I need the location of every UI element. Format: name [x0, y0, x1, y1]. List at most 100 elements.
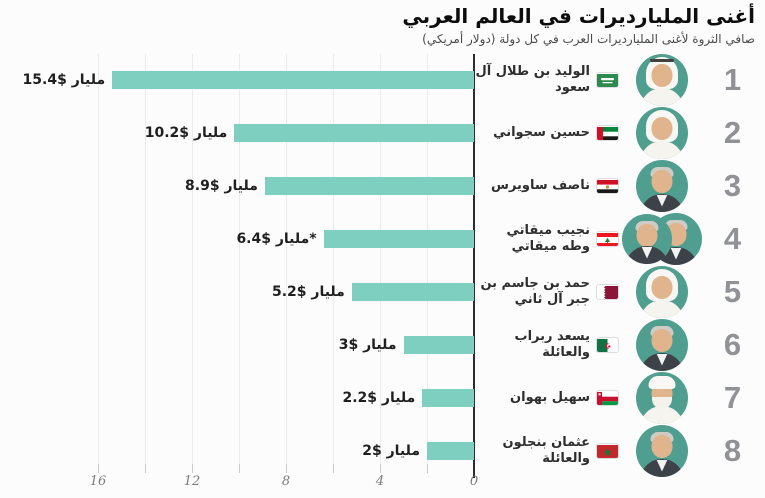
axis-tick: [427, 464, 428, 473]
billionaire-name: حمد بن جاسم بن جبر آل ثاني: [480, 275, 590, 307]
x-tick-label: 12: [183, 474, 201, 489]
gridline: [333, 54, 334, 466]
billionaire-row-1: مليار $15.4 الوليد بن طلال آل سعود 1: [0, 53, 765, 106]
plot-area: 16 12 8 4 0: [0, 50, 765, 498]
bar-cell: مليار $2: [0, 424, 474, 477]
gridline: [192, 54, 193, 466]
bar: [422, 388, 474, 407]
gridline: [145, 54, 146, 466]
bar-value-label: مليار $2: [362, 442, 420, 459]
page-title: أغنى المليارديرات في العالم العربي: [402, 4, 755, 28]
bar-cell: مليار $6.4*: [0, 212, 474, 265]
axis-tick: [286, 464, 287, 473]
bar-cell: مليار $15.4: [0, 53, 474, 106]
bar-value-label: مليار $8.9: [185, 177, 258, 194]
avatar-cell: [624, 371, 700, 424]
avatar-cell: [624, 159, 700, 212]
billionaire-row-8: مليار $2 عثمان بنجلون والعائلة 8: [0, 424, 765, 477]
billionaire-name: ناصف ساويرس: [491, 177, 590, 193]
axis-tick: [333, 464, 334, 473]
bar: [427, 441, 474, 460]
billionaire-row-4: مليار $6.4* نجيب ميقاتي وطه ميقاتي 4: [0, 212, 765, 265]
billionaire-avatar: [636, 106, 688, 159]
x-tick-label: 16: [89, 474, 107, 489]
billionaire-name: سهيل بهوان: [510, 389, 590, 405]
bar-value-label: مليار $2.2: [342, 389, 416, 406]
flag-cell: [594, 338, 624, 352]
axis-tick: [380, 464, 381, 473]
rank-label: 3: [723, 167, 742, 203]
avatar-cell: [624, 53, 700, 106]
rank-label: 6: [723, 326, 742, 362]
gridline: [380, 54, 381, 466]
rank-label: 1: [723, 61, 742, 97]
flag-cell: [594, 179, 624, 193]
billionaire-avatar: [636, 159, 688, 212]
avatar-cell: [624, 265, 700, 318]
bar-value-label: مليار $6.4*: [236, 230, 317, 247]
avatar-cell: [622, 212, 702, 265]
x-tick-label: 4: [375, 474, 385, 489]
rank-label: 8: [723, 432, 742, 468]
billionaire-row-6: مليار $3 يسعد ربراب والعائلة 6: [0, 318, 765, 371]
bar: [234, 123, 474, 142]
bar: [323, 229, 474, 248]
bar-value-label: مليار $10.2: [144, 124, 228, 141]
bar-value-label: مليار $15.4: [22, 71, 106, 88]
chart-header: أغنى المليارديرات في العالم العربي صافي …: [402, 4, 755, 46]
billionaire-row-7: مليار $2.2 سهيل بهوان 7: [0, 371, 765, 424]
bar-cell: مليار $5.2: [0, 265, 474, 318]
flag-saudi-arabia-icon: [597, 73, 618, 87]
flag-uae-icon: [597, 126, 618, 140]
bar-cell: مليار $10.2: [0, 106, 474, 159]
billionaire-row-2: مليار $10.2 حسين سجواني 2: [0, 106, 765, 159]
bar: [351, 282, 474, 301]
billionaire-avatar: [636, 265, 688, 318]
billionaire-avatar: [636, 371, 688, 424]
flag-cell: [594, 232, 624, 246]
axis-tick: [239, 464, 240, 473]
rank-label: 4: [723, 220, 742, 256]
flag-cell: [594, 285, 624, 299]
billionaire-row-3: مليار $8.9 ناصف ساويرس 3: [0, 159, 765, 212]
flag-morocco-icon: [597, 444, 618, 458]
flag-egypt-icon: [597, 179, 618, 193]
billionaire-name: الوليد بن طلال آل سعود: [475, 63, 590, 95]
billionaire-avatar-secondary: [622, 213, 672, 264]
flag-qatar-icon: [597, 285, 618, 299]
billionaire-name: نجيب ميقاتي وطه ميقاتي: [506, 222, 590, 254]
x-tick-label: 0: [469, 474, 479, 489]
rank-label: 5: [723, 273, 742, 309]
x-tick-label: 8: [281, 474, 291, 489]
bar: [264, 176, 474, 195]
avatar-cell: [624, 318, 700, 371]
gridline: [286, 54, 287, 466]
flag-cell: [594, 444, 624, 458]
rank-label: 2: [723, 114, 742, 150]
flag-oman-icon: [597, 391, 618, 405]
avatar-cell: [624, 106, 700, 159]
rank-label: 7: [723, 379, 742, 415]
flag-cell: [594, 73, 624, 87]
flag-algeria-icon: [597, 338, 618, 352]
bar-value-label: مليار $5.2: [271, 283, 345, 300]
axis-tick: [145, 464, 146, 473]
billionaire-avatar: [636, 318, 688, 371]
billionaire-name: يسعد ربراب والعائلة: [514, 328, 590, 360]
zero-axis-line: [473, 54, 475, 478]
flag-cell: [594, 126, 624, 140]
gridline: [98, 54, 99, 466]
billionaire-avatar: [636, 424, 688, 477]
billionaire-avatar: [636, 53, 688, 106]
axis-tick: [98, 464, 99, 473]
bar-cell: مليار $2.2: [0, 371, 474, 424]
bar: [403, 335, 474, 354]
billionaire-name: عثمان بنجلون والعائلة: [502, 434, 590, 466]
bar-cell: مليار $3: [0, 318, 474, 371]
bar-cell: مليار $8.9: [0, 159, 474, 212]
flag-cell: [594, 391, 624, 405]
page-subtitle: صافي الثروة لأغنى المليارديرات العرب في …: [422, 32, 755, 46]
axis-tick: [192, 464, 193, 473]
billionaire-name: حسين سجواني: [493, 124, 590, 140]
